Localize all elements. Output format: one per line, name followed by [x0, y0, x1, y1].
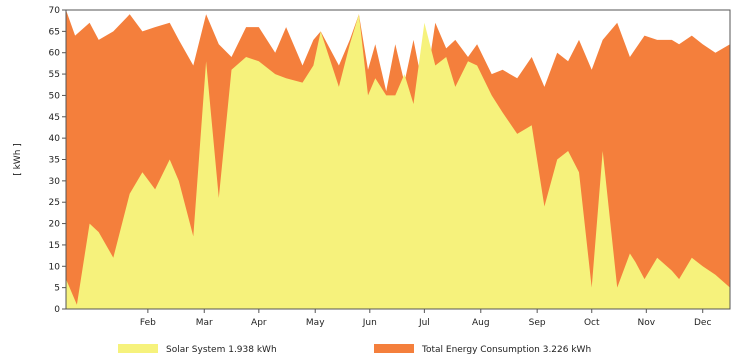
- y-tick-label: 20: [49, 220, 61, 230]
- x-tick-label: Apr: [251, 318, 267, 328]
- chart-areas: [66, 10, 730, 309]
- legend-swatch: [374, 344, 414, 353]
- x-tick-label: Jun: [362, 318, 377, 328]
- legend-label: Solar System 1.938 kWh: [166, 345, 277, 355]
- legend: Solar System 1.938 kWh Total Energy Consu…: [118, 344, 591, 355]
- y-tick-label: 55: [49, 70, 60, 80]
- y-tick-label: 40: [49, 134, 61, 144]
- x-tick-label: Dec: [694, 318, 711, 328]
- x-tick-label: Mar: [196, 318, 213, 328]
- x-tick-label: Aug: [472, 318, 490, 328]
- y-tick-label: 70: [49, 6, 61, 16]
- x-tick-label: Feb: [140, 318, 156, 328]
- y-tick-label: 45: [49, 113, 60, 123]
- legend-label: Total Energy Consumption 3.226 kWh: [421, 345, 591, 355]
- x-tick-label: Sep: [529, 318, 546, 328]
- series-area-2: [66, 14, 730, 309]
- legend-swatch: [118, 344, 158, 353]
- y-tick-label: 0: [54, 305, 60, 315]
- x-axis: Feb Mar Apr May Jun Jul Aug Sep Oct Nov Dec: [140, 309, 711, 328]
- y-axis-title: [ kWh ]: [13, 143, 23, 176]
- x-tick-label: Nov: [638, 318, 656, 328]
- y-tick-label: 30: [49, 177, 61, 187]
- y-tick-label: 15: [49, 241, 60, 251]
- x-tick-label: May: [306, 318, 325, 328]
- y-tick-label: 10: [49, 262, 61, 272]
- y-axis: 0 5 10 15 20 25 30 35 40 45 50 55 60 65 70: [49, 6, 66, 315]
- y-tick-label: 60: [49, 49, 61, 59]
- y-tick-label: 50: [49, 91, 61, 101]
- y-tick-label: 35: [49, 156, 60, 166]
- y-tick-label: 65: [49, 27, 60, 37]
- y-tick-label: 5: [54, 284, 60, 294]
- x-tick-label: Oct: [584, 318, 600, 328]
- y-tick-label: 25: [49, 198, 60, 208]
- x-tick-label: Jul: [418, 318, 430, 328]
